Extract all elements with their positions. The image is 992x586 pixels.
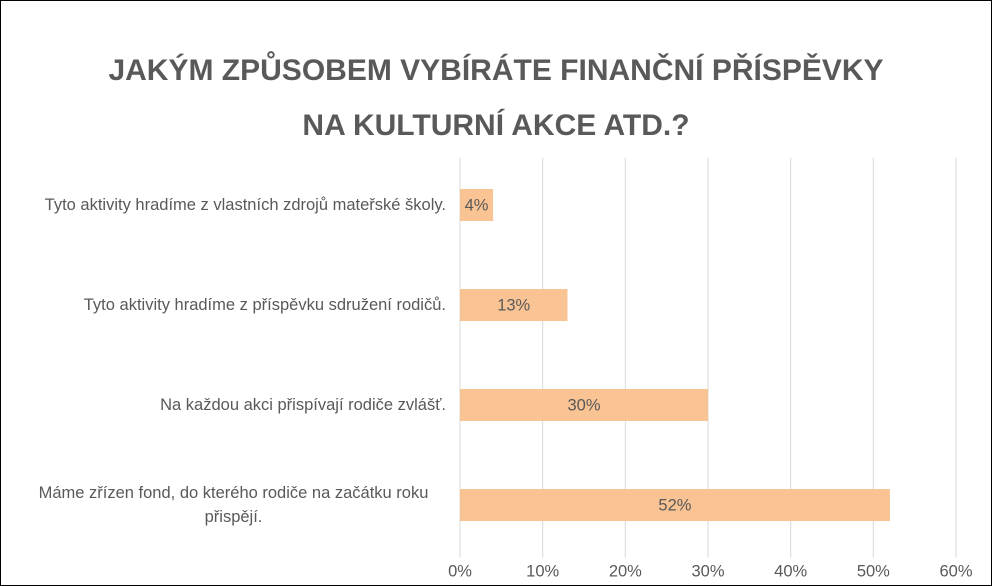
bar <box>460 289 568 321</box>
data-label: 4% <box>465 196 489 214</box>
y-tick-label: Na každou akci přispívají rodiče zvlášť. <box>160 396 446 414</box>
x-tick-label: 60% <box>939 562 972 580</box>
chart-title: JAKÝM ZPŮSOBEM VYBÍRÁTE FINANČNÍ PŘÍSPĚV… <box>108 54 884 142</box>
y-tick-label: Máme zřízen fond, do kterého rodiče na z… <box>38 484 429 526</box>
y-tick-label: Tyto aktivity hradíme z vlastních zdrojů… <box>44 196 446 214</box>
data-label: 52% <box>658 496 691 514</box>
bar <box>460 189 494 221</box>
y-tick-label: Tyto aktivity hradíme z příspěvku sdruže… <box>83 296 446 314</box>
bar <box>460 489 890 521</box>
data-label: 13% <box>497 296 530 314</box>
x-tick-label: 10% <box>526 562 559 580</box>
x-tick-label: 30% <box>691 562 724 580</box>
data-label: 30% <box>567 396 600 414</box>
x-tick-label: 40% <box>774 562 807 580</box>
x-tick-label: 20% <box>609 562 642 580</box>
bar <box>460 389 708 421</box>
x-tick-label: 50% <box>857 562 890 580</box>
x-tick-label: 0% <box>448 562 472 580</box>
